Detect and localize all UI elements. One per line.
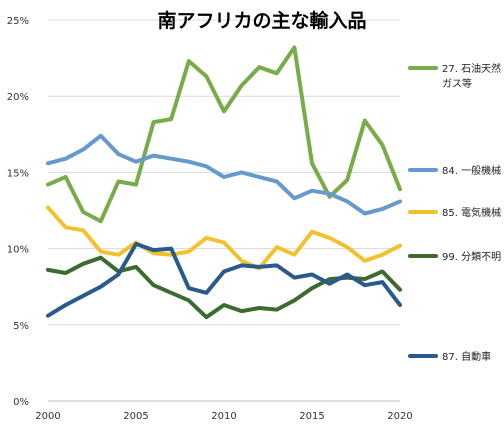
x-axis-tick-labels: 2000 2005 2010 2015 2020 — [35, 411, 412, 422]
legend-label: 27. 石油天然 — [442, 62, 501, 75]
series-line-5 — [46, 242, 402, 318]
gridlines — [48, 19, 400, 402]
legend-label: 99. 分類不明 — [442, 251, 501, 263]
y-tick-label: 25% — [7, 16, 29, 27]
y-tick-label: 15% — [7, 168, 29, 179]
x-tick-label: 2015 — [299, 411, 324, 422]
legend-label: 85. 電気機械 — [442, 206, 501, 219]
y-tick-label: 10% — [7, 245, 29, 256]
legend-label: 87. 自動車 — [442, 350, 491, 363]
y-tick-label: 0% — [13, 397, 29, 408]
series-line-1 — [46, 45, 402, 224]
legend-label: ガス等 — [442, 77, 472, 90]
series-line-3 — [46, 205, 402, 271]
series-line-2 — [46, 133, 402, 216]
x-tick-label: 2000 — [35, 411, 60, 422]
x-tick-label: 2005 — [123, 411, 148, 422]
legend-label: 84. 一般機械 — [442, 164, 501, 177]
y-tick-label: 20% — [7, 92, 29, 103]
y-axis-tick-labels: 0% 5% 10% 15% 20% 25% — [7, 16, 29, 408]
chart-title: 南アフリカの主な輸入品 — [157, 9, 366, 32]
y-tick-label: 5% — [13, 321, 29, 332]
series-lines — [46, 45, 402, 320]
x-tick-label: 2010 — [211, 411, 236, 422]
x-tick-label: 2020 — [387, 411, 412, 422]
